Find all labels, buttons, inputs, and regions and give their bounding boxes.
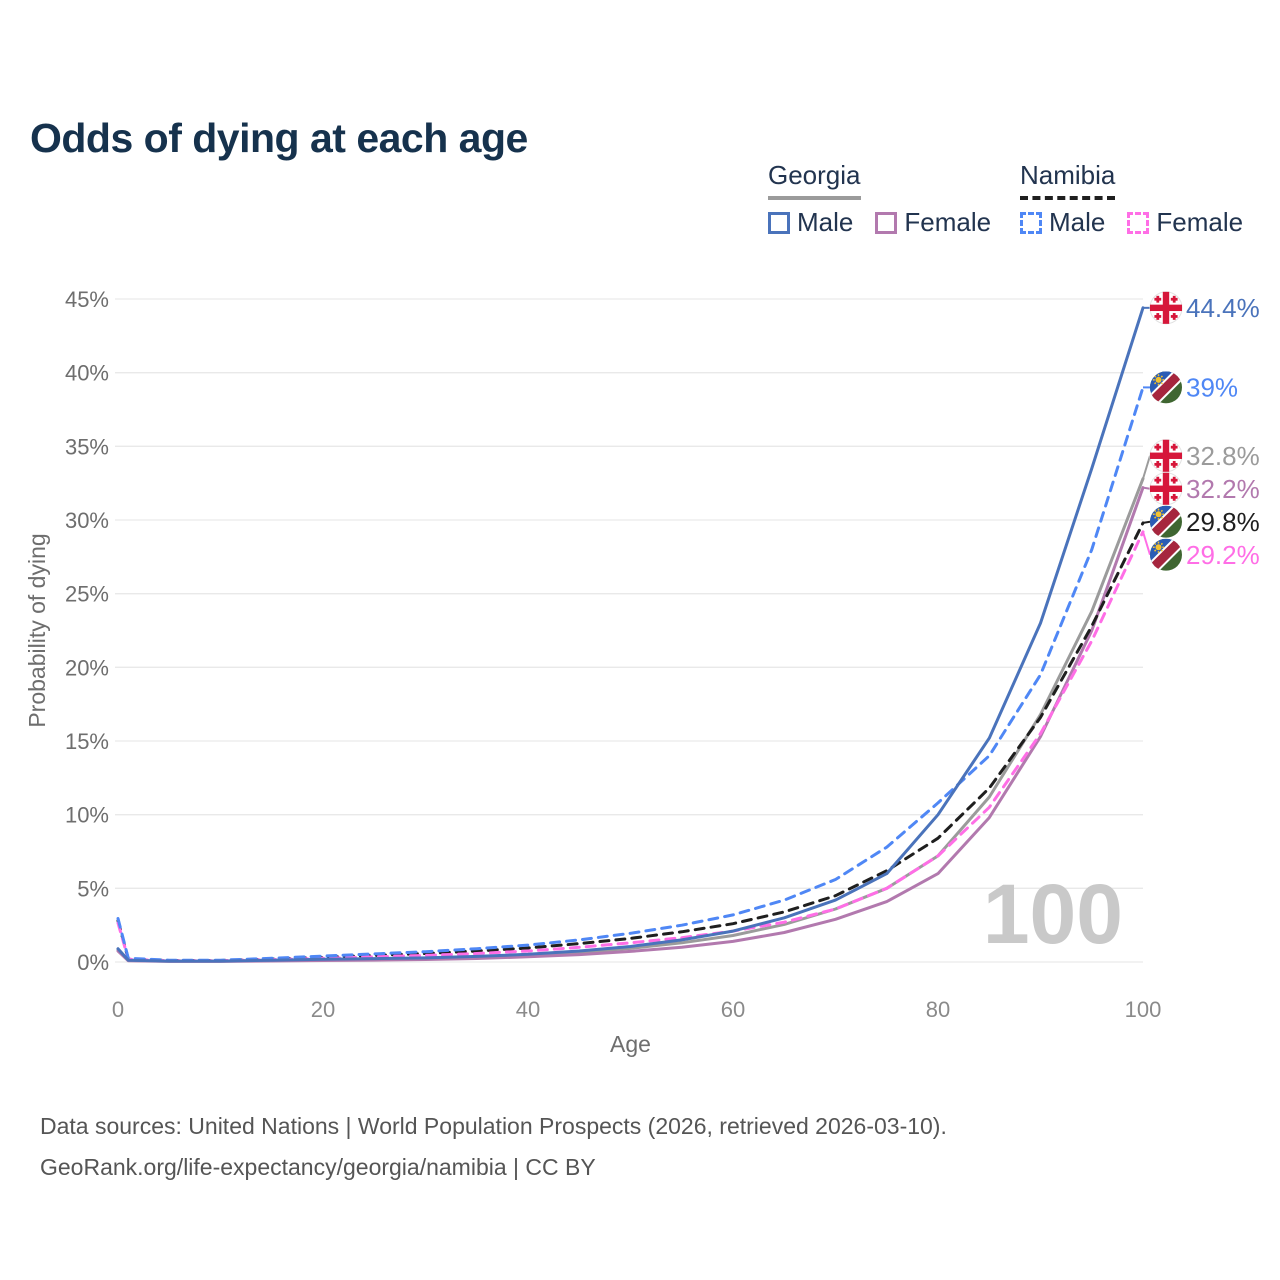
end-label-value-namibia_male: 39% xyxy=(1186,372,1238,402)
legend-swatch-namibia-male[interactable] xyxy=(1020,211,1042,234)
footer-line-2: GeoRank.org/life-expectancy/georgia/nami… xyxy=(40,1154,596,1180)
data-source-footer: Data sources: United Nations | World Pop… xyxy=(40,1106,947,1188)
x-tick-20: 20 xyxy=(311,997,335,1022)
flag-icon-georgia xyxy=(1149,439,1183,473)
end-label-connector-namibia_total xyxy=(1142,520,1151,524)
y-tick-20: 20% xyxy=(65,655,109,680)
end-label-connector-namibia_female xyxy=(1142,531,1151,556)
y-tick-5: 5% xyxy=(77,876,109,901)
series-line-georgia_male[interactable] xyxy=(116,306,1145,963)
legend-swatch-georgia-male[interactable] xyxy=(768,211,790,234)
flag-icon-namibia xyxy=(1150,538,1182,571)
legend-label-namibia-male[interactable]: Male xyxy=(1049,207,1106,237)
x-tick-100: 100 xyxy=(1125,997,1162,1022)
legend-label-georgia-male[interactable]: Male xyxy=(797,207,854,237)
x-axis-label: Age xyxy=(610,1031,651,1057)
x-tick-40: 40 xyxy=(516,997,540,1022)
y-tick-25: 25% xyxy=(65,582,109,607)
x-tick-60: 60 xyxy=(721,997,745,1022)
y-tick-10: 10% xyxy=(65,803,109,828)
legend-country-namibia[interactable]: Namibia xyxy=(1020,160,1116,200)
y-tick-45: 45% xyxy=(65,287,109,312)
chart-legend: Georgia Male Female Namibia Male Female xyxy=(0,160,1280,250)
x-tick-0: 0 xyxy=(112,997,124,1022)
page-title: Odds of dying at each age xyxy=(30,115,528,162)
flag-icon-namibia xyxy=(1150,371,1182,404)
flag-icon-georgia xyxy=(1149,472,1183,506)
flag-icon-namibia xyxy=(1150,505,1182,538)
y-tick-30: 30% xyxy=(65,508,109,533)
series-line-namibia_total[interactable] xyxy=(116,521,1145,962)
end-label-value-georgia_total: 32.8% xyxy=(1186,441,1260,471)
footer-line-1: Data sources: United Nations | World Pop… xyxy=(40,1113,947,1139)
y-tick-35: 35% xyxy=(65,434,109,459)
legend-swatch-georgia-female[interactable] xyxy=(875,211,898,234)
end-label-connector-georgia_female xyxy=(1142,486,1151,490)
age-watermark: 100 xyxy=(983,867,1123,961)
legend-group-namibia: Namibia Male Female xyxy=(1020,160,1243,238)
y-tick-15: 15% xyxy=(65,729,109,754)
series-line-namibia_female[interactable] xyxy=(116,530,1145,963)
flag-icon-georgia xyxy=(1149,291,1183,325)
legend-label-namibia-female[interactable]: Female xyxy=(1156,207,1244,237)
legend-label-georgia-female[interactable]: Female xyxy=(904,207,992,237)
end-label-value-georgia_female: 32.2% xyxy=(1186,474,1260,504)
end-label-value-namibia_female: 29.2% xyxy=(1186,540,1260,570)
x-tick-80: 80 xyxy=(926,997,950,1022)
end-label-connector-georgia_total xyxy=(1142,455,1151,480)
y-tick-40: 40% xyxy=(65,361,109,386)
end-label-value-namibia_total: 29.8% xyxy=(1186,507,1260,537)
legend-country-georgia[interactable]: Georgia xyxy=(768,160,861,200)
y-axis-label: Probability of dying xyxy=(24,533,50,727)
legend-group-georgia: Georgia Male Female xyxy=(768,160,991,238)
legend-swatch-namibia-female[interactable] xyxy=(1127,211,1150,234)
y-tick-0: 0% xyxy=(77,950,109,975)
end-label-value-georgia_male: 44.4% xyxy=(1186,293,1260,323)
